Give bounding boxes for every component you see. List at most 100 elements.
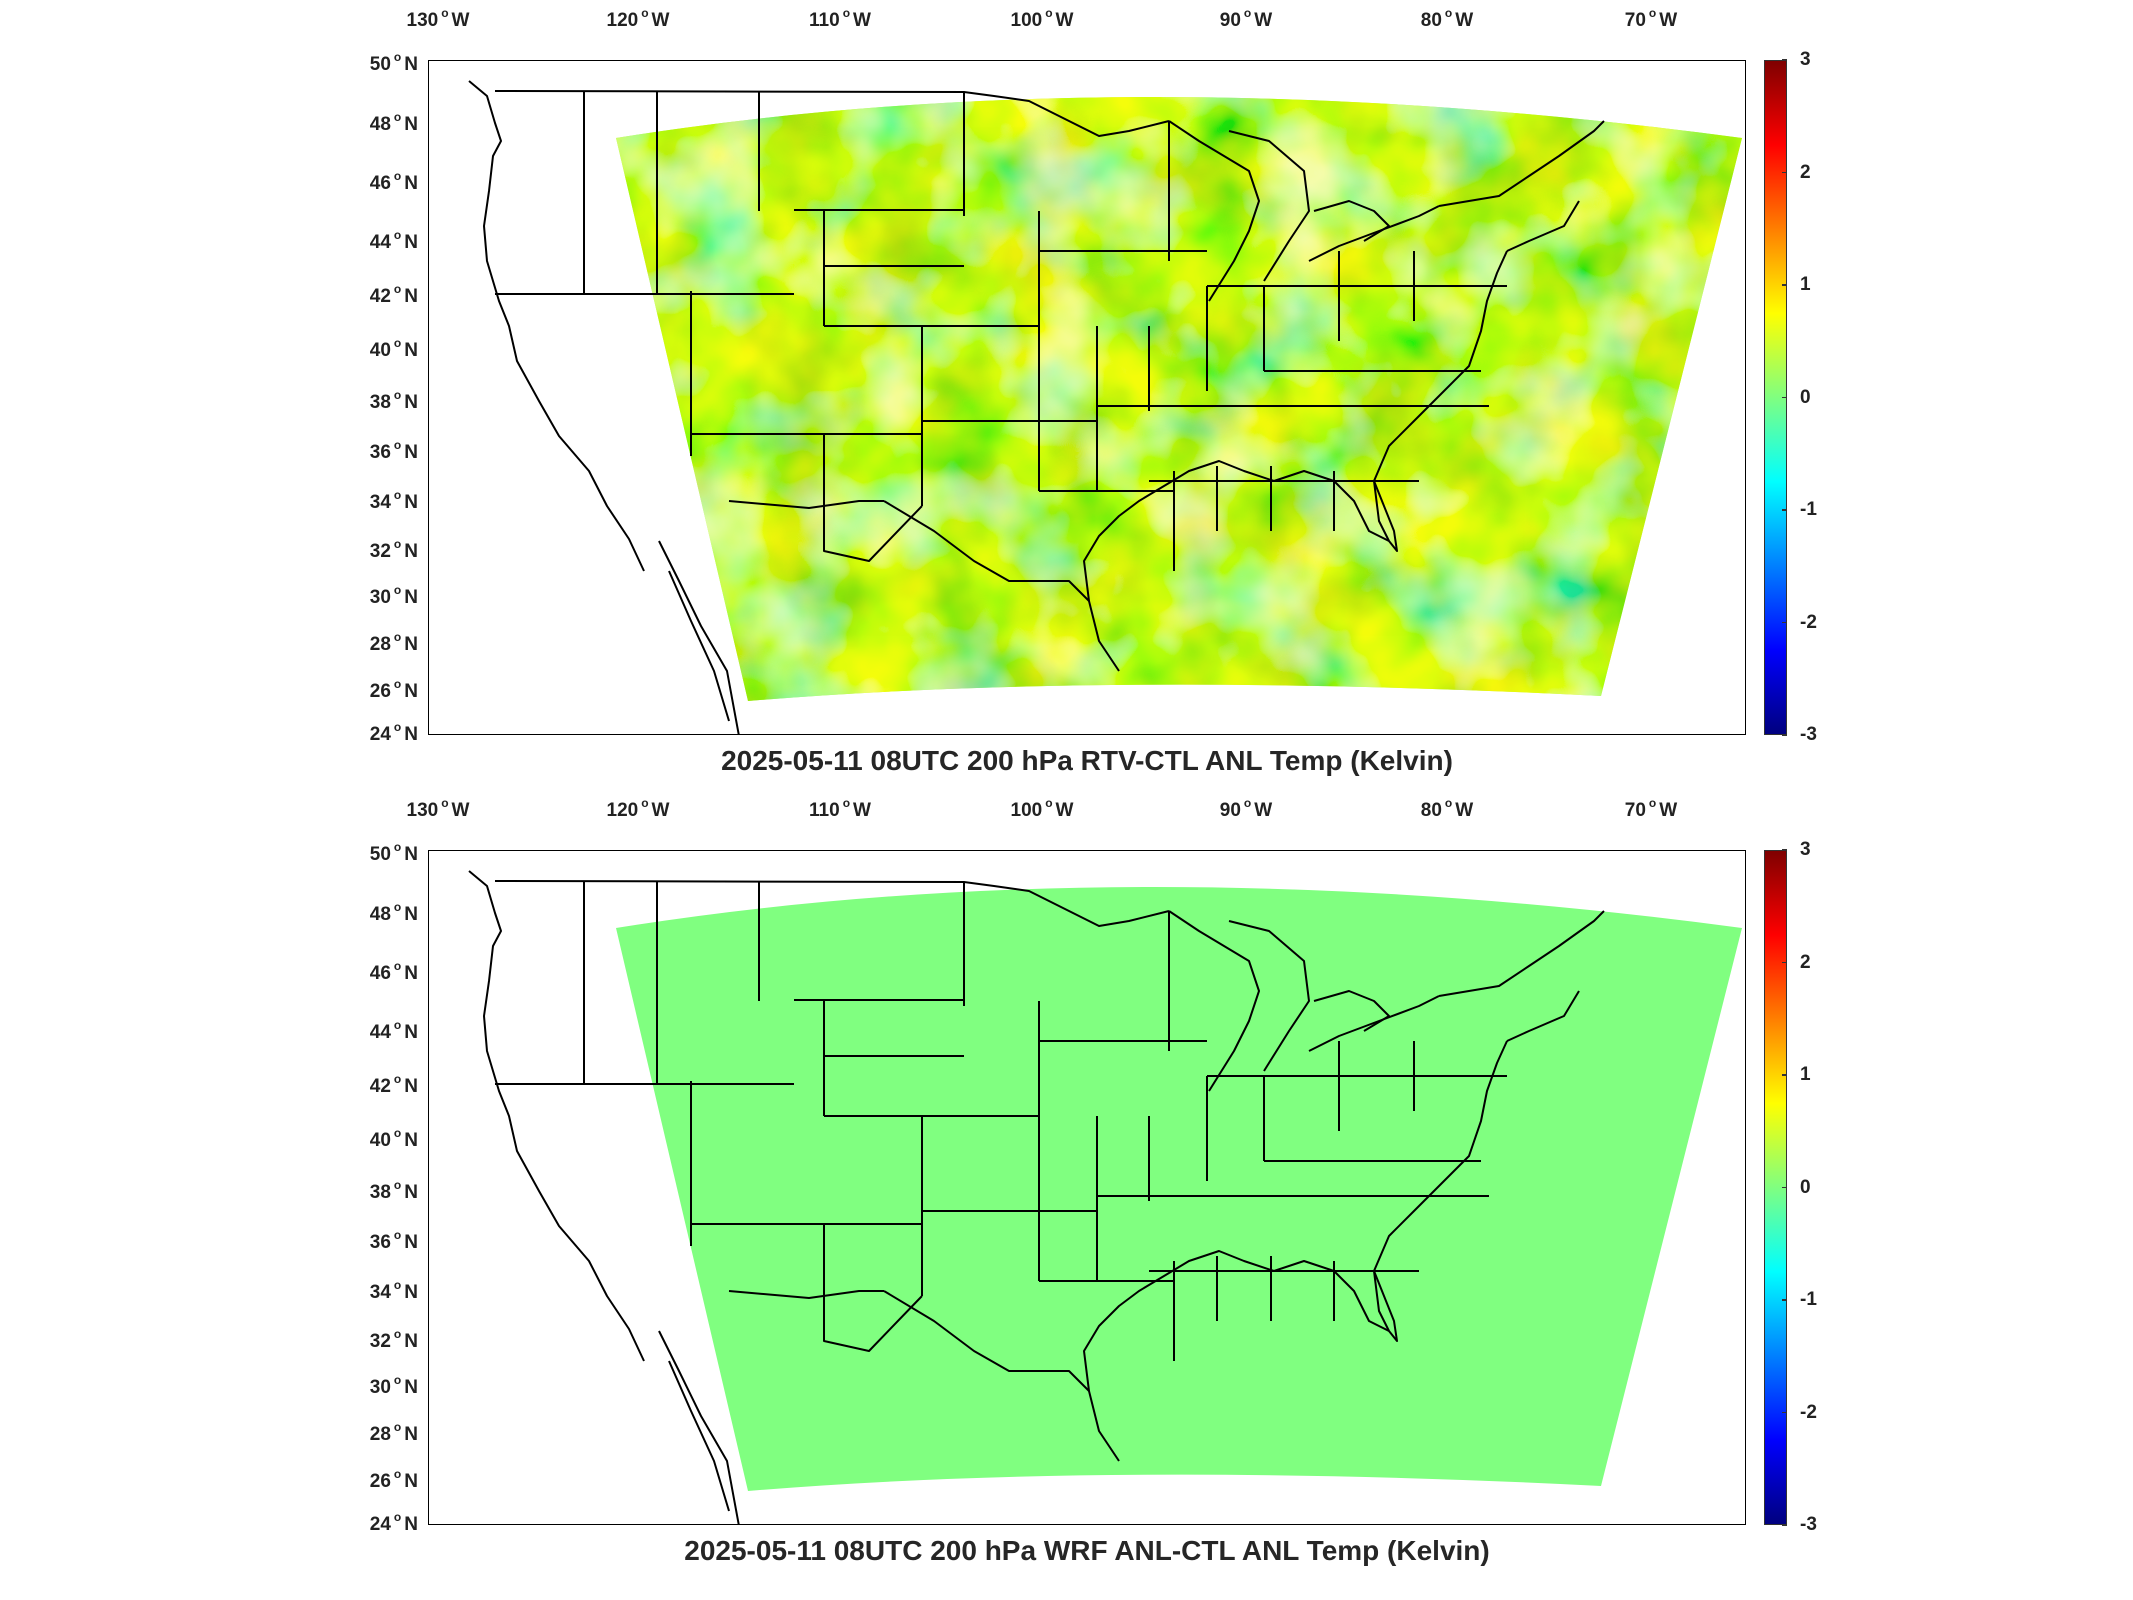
map-panel-top: 130 o W 120 o W 110 o W 100 o W 90 o W 80 o W 70 o W 50 o N 48 o… [0, 0, 2133, 790]
longitude-label: 90 o W [1219, 796, 1273, 821]
colorbar-tick-label: 3 [1800, 49, 1811, 70]
boundary-line [728, 500, 884, 509]
latitude-label: 34 o N [369, 488, 418, 513]
boundary-line [883, 500, 1090, 602]
colorbar-tick-mark [1782, 734, 1787, 736]
latitude-label: 26 o N [369, 677, 418, 702]
colorbar-tick-label: -1 [1800, 1289, 1817, 1310]
colorbar-tick-label: -2 [1800, 611, 1817, 633]
latitude-label: 48 o N [369, 110, 418, 135]
boundary-line [1506, 990, 1580, 1042]
boundary-line [1373, 480, 1398, 552]
latitude-label: 46 o N [369, 169, 418, 194]
longitude-label: 100 o W [1010, 796, 1074, 821]
latitude-label: 38 o N [369, 388, 418, 413]
boundary-line [494, 90, 1170, 137]
latitude-label: 38 o N [369, 1178, 418, 1203]
latitude-label: 36 o N [369, 1228, 418, 1253]
boundary-line [1083, 1250, 1390, 1462]
colorbar-tick-label: 1 [1800, 274, 1811, 295]
colorbar-tick-mark [1782, 1074, 1787, 1076]
map-panel-bottom: 130 o W 120 o W 110 o W 100 o W 90 o W 80 o W 70 o W 50 o N 48 o… [0, 790, 2133, 1580]
boundary-line [668, 1360, 730, 1512]
boundary-line [494, 880, 1170, 927]
latitude-label: 44 o N [369, 1018, 418, 1043]
latitude-label: 30 o N [369, 583, 418, 608]
colorbar-tick-label: 0 [1800, 1176, 1811, 1198]
boundary-line [1168, 910, 1260, 1092]
latitude-label: 24 o N [369, 1510, 418, 1535]
longitude-label: 70 o W [1624, 6, 1678, 31]
map-svg [468, 870, 1742, 1524]
longitude-label: 120 o W [606, 796, 670, 821]
colorbar-tick-mark [1782, 396, 1787, 399]
colorbar-tick-label: -1 [1800, 499, 1817, 520]
boundary-line [658, 1330, 740, 1524]
panel-title: 2025-05-11 08UTC 200 hPa WRF ANL-CTL ANL… [684, 1535, 1490, 1566]
longitude-label: 120 o W [606, 6, 670, 31]
colorbar-tick-mark [1782, 1524, 1787, 1526]
colorbar-tick-mark [1782, 849, 1787, 851]
latitude-label: 40 o N [369, 1126, 418, 1151]
latitude-label: 50 o N [369, 50, 418, 75]
latitude-label: 28 o N [369, 630, 418, 655]
longitude-label: 100 o W [1010, 6, 1074, 31]
boundary-line [1308, 995, 1440, 1052]
map-svg [468, 80, 1742, 734]
colorbar-tick-mark [1782, 59, 1787, 61]
boundary-line [1083, 460, 1390, 672]
latitude-label: 36 o N [369, 438, 418, 463]
latitude-label: 44 o N [369, 228, 418, 253]
colorbar-tick-label: 1 [1800, 1064, 1811, 1085]
latitude-label: 28 o N [369, 1420, 418, 1445]
longitude-label: 110 o W [809, 796, 871, 821]
colorbar-tick-label: 0 [1800, 386, 1811, 408]
boundary-line [823, 1224, 923, 1352]
colorbar-tick-label: 3 [1800, 839, 1811, 860]
colorbar-tick-label: -3 [1800, 1514, 1817, 1535]
latitude-label: 32 o N [369, 537, 418, 562]
boundary-line [1438, 910, 1605, 997]
colorbar-tick-mark [1782, 1299, 1787, 1301]
colorbar-tick-label: 2 [1800, 951, 1811, 973]
boundary-line [823, 434, 923, 562]
boundary-line [1506, 200, 1580, 252]
longitude-label: 130 o W [406, 6, 470, 31]
longitude-label: 110 o W [809, 6, 871, 31]
boundary-line [883, 1290, 1090, 1392]
latitude-label: 24 o N [369, 720, 418, 745]
boundary-line [1373, 250, 1508, 542]
boundary-line [468, 80, 645, 572]
coastline-and-borders [468, 80, 1605, 734]
latitude-label: 42 o N [369, 282, 418, 307]
latitude-label: 34 o N [369, 1278, 418, 1303]
boundary-line [468, 870, 645, 1362]
colorbar-tick-mark [1782, 171, 1787, 174]
latitude-label: 26 o N [369, 1467, 418, 1492]
boundary-line [1438, 120, 1605, 207]
boundary-line [1308, 205, 1440, 262]
longitude-label: 90 o W [1219, 6, 1273, 31]
boundary-line [668, 570, 730, 722]
longitude-label: 80 o W [1420, 6, 1474, 31]
boundary-line [728, 1290, 884, 1299]
boundary-line [658, 540, 740, 734]
latitude-label: 40 o N [369, 336, 418, 361]
boundary-line [1168, 120, 1260, 302]
longitude-label: 80 o W [1420, 796, 1474, 821]
colorbar-tick-mark [1782, 621, 1787, 624]
colorbar-tick-mark [1782, 284, 1787, 286]
coastline-and-borders [468, 870, 1605, 1524]
map-area [428, 850, 1746, 1525]
longitude-label: 130 o W [406, 796, 470, 821]
colorbar-tick-mark [1782, 1186, 1787, 1189]
latitude-label: 48 o N [369, 900, 418, 925]
latitude-label: 42 o N [369, 1072, 418, 1097]
colorbar-tick-label: -2 [1800, 1401, 1817, 1423]
latitude-label: 30 o N [369, 1373, 418, 1398]
map-area [428, 60, 1746, 735]
boundary-line [1373, 1040, 1508, 1332]
latitude-label: 46 o N [369, 959, 418, 984]
longitude-label: 70 o W [1624, 796, 1678, 821]
colorbar-tick-label: 2 [1800, 161, 1811, 183]
